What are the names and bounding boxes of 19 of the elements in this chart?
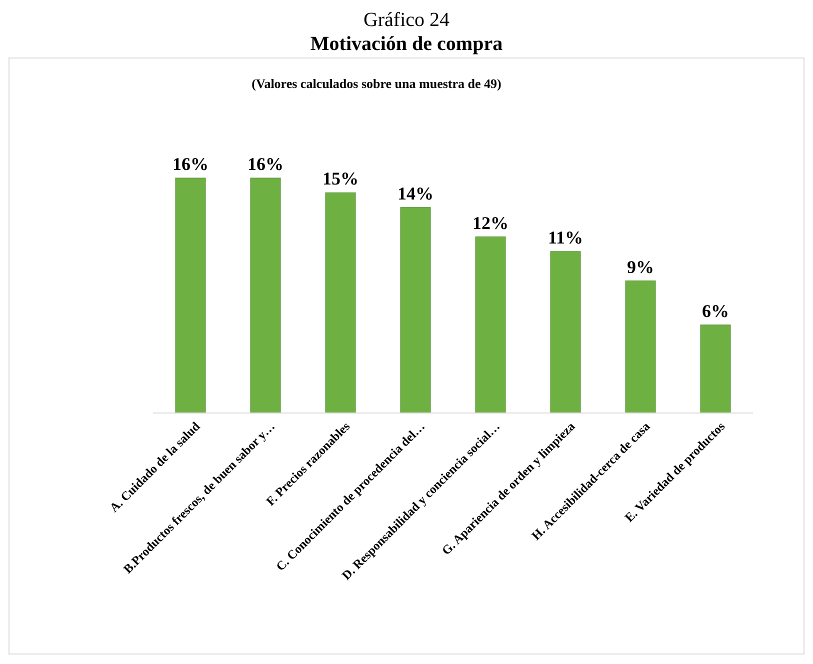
bar	[625, 280, 656, 414]
data-label: 16%	[248, 154, 284, 174]
data-label: 9%	[627, 256, 654, 277]
data-label: 14%	[398, 183, 434, 204]
bar	[250, 178, 281, 414]
data-label: 6%	[702, 300, 729, 321]
data-label: 11%	[548, 227, 584, 248]
bar	[700, 324, 731, 414]
bar	[325, 192, 356, 414]
bar	[475, 236, 506, 414]
data-label: 12%	[472, 212, 508, 233]
data-label: 16%	[172, 154, 208, 174]
text: (Valores calculados sobre una muestra de 49)	[252, 76, 502, 91]
chart-title: Gráfico 24	[363, 9, 450, 31]
chart-subtitle: Motivación de compra	[310, 33, 503, 55]
bar	[175, 178, 206, 414]
data-label: 15%	[322, 168, 358, 189]
bar	[400, 207, 431, 414]
bar	[550, 251, 581, 414]
